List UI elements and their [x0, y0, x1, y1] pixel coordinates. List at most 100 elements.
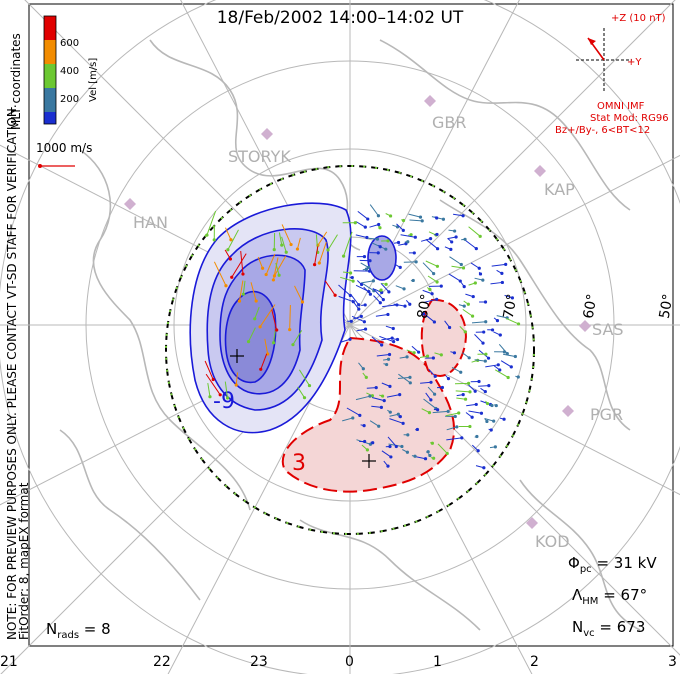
velocity-vector-origin — [379, 288, 383, 292]
velocity-vector — [294, 285, 303, 303]
velocity-vector — [340, 276, 354, 282]
velocity-vector-origin — [408, 381, 412, 385]
velocity-vector-origin — [516, 375, 520, 379]
velocity-vector — [227, 229, 239, 250]
velocity-vector-origin — [388, 384, 392, 388]
velocity-vector-origin — [228, 257, 233, 261]
velocity-vector-origin — [241, 292, 245, 296]
velocity-vector — [297, 386, 305, 398]
velocity-vector — [318, 241, 327, 264]
velocity-vector-origin — [482, 330, 486, 334]
velocity-vector-origin — [371, 441, 375, 445]
velocity-vector-origin — [386, 464, 390, 468]
velocity-vector — [346, 407, 361, 416]
velocity-vector-origin — [494, 403, 498, 408]
velocity-vector-origin — [387, 352, 392, 357]
velocity-vector — [468, 410, 482, 414]
velocity-vector-origin — [394, 444, 398, 449]
velocity-vector-origin — [453, 229, 457, 233]
velocity-vector-origin — [258, 325, 262, 329]
velocity-vector — [491, 263, 506, 267]
velocity-vector — [427, 386, 435, 395]
velocity-vector — [224, 381, 229, 399]
velocity-vector-origin — [358, 413, 362, 417]
velocity-vector-origin — [261, 266, 265, 270]
velocity-vector-origin — [509, 365, 513, 369]
velocity-vector-origin — [445, 451, 449, 456]
velocity-vector — [400, 234, 416, 238]
velocity-vector-origin — [313, 263, 317, 267]
velocity-vector-origin — [205, 233, 209, 237]
velocity-vector-origin — [436, 408, 440, 412]
velocity-vector-origin — [398, 265, 402, 269]
velocity-vector — [206, 210, 217, 236]
velocity-vector-origin — [405, 450, 410, 454]
velocity-vector-origin — [368, 394, 372, 398]
velocity-vector-origin — [363, 327, 368, 331]
velocity-vector — [339, 338, 351, 343]
velocity-vector — [369, 420, 379, 427]
velocity-vector-origin — [463, 330, 467, 334]
velocity-vector — [490, 281, 503, 285]
velocity-vector-origin — [387, 290, 391, 294]
velocity-vector — [272, 257, 279, 281]
velocity-vector-origin — [446, 409, 450, 413]
velocity-vector-origin — [388, 410, 392, 414]
velocity-vector-origin — [368, 442, 373, 446]
mlt-tick-0: 0 — [345, 654, 354, 670]
velocity-vector — [361, 280, 374, 284]
velocity-vector-origin — [435, 232, 439, 237]
velocity-vector-origin — [386, 239, 390, 243]
velocity-vector — [453, 213, 464, 217]
velocity-vector-origin — [428, 453, 432, 458]
station-pgr: PGR — [590, 405, 623, 424]
velocity-vector-origin — [468, 390, 472, 394]
velocity-vector-origin — [432, 392, 437, 396]
velocity-vector-origin — [371, 279, 375, 283]
imf-y-label: +Y — [627, 57, 642, 68]
velocity-vector-origin — [476, 449, 480, 453]
velocity-vector-origin — [374, 386, 378, 390]
velocity-vector-origin — [475, 434, 479, 439]
velocity-vector — [289, 304, 291, 330]
velocity-vector — [381, 450, 392, 458]
velocity-vector-origin — [253, 317, 257, 321]
velocity-vector-origin — [353, 221, 357, 225]
velocity-vector-origin — [481, 341, 485, 345]
station-storyk: STORYK — [228, 147, 291, 166]
velocity-vector-origin — [396, 240, 401, 245]
velocity-vector-origin — [366, 217, 370, 221]
velocity-vector-origin — [489, 428, 493, 432]
velocity-vector — [213, 261, 227, 286]
colorbar-tick-600: 600 — [60, 38, 79, 49]
velocity-vector-origin — [237, 299, 242, 303]
velocity-vector-origin — [365, 235, 369, 240]
velocity-vector-origin — [378, 245, 382, 249]
velocity-vector-origin — [490, 328, 495, 332]
velocity-vector-origin — [302, 396, 307, 400]
colorbar-tick-200: 200 — [60, 94, 79, 105]
velocity-vector-origin — [402, 287, 406, 291]
velocity-vector-origin — [333, 293, 337, 297]
velocity-vector — [422, 289, 433, 295]
velocity-vector — [478, 385, 489, 387]
velocity-vector-origin — [477, 379, 481, 384]
velocity-vector-origin — [474, 247, 478, 251]
velocity-vector-origin — [490, 403, 494, 408]
velocity-vector-origin — [398, 393, 402, 397]
velocity-vector-origin — [441, 217, 446, 221]
velocity-vector-origin — [386, 312, 390, 317]
velocity-vector-origin — [408, 375, 412, 379]
velocity-vector-origin — [291, 343, 295, 347]
velocity-vector-origin — [380, 343, 384, 347]
velocity-vector — [498, 343, 508, 354]
velocity-vector-origin — [289, 242, 293, 247]
velocity-vector-origin — [218, 393, 222, 397]
velocity-vector — [462, 308, 473, 317]
velocity-vector-origin — [471, 294, 475, 299]
velocity-vector-origin — [390, 336, 394, 340]
velocity-vector — [338, 284, 351, 296]
velocity-vector-origin — [473, 281, 477, 285]
velocity-vector-origin — [351, 416, 355, 420]
velocity-vector-origin — [326, 248, 330, 252]
